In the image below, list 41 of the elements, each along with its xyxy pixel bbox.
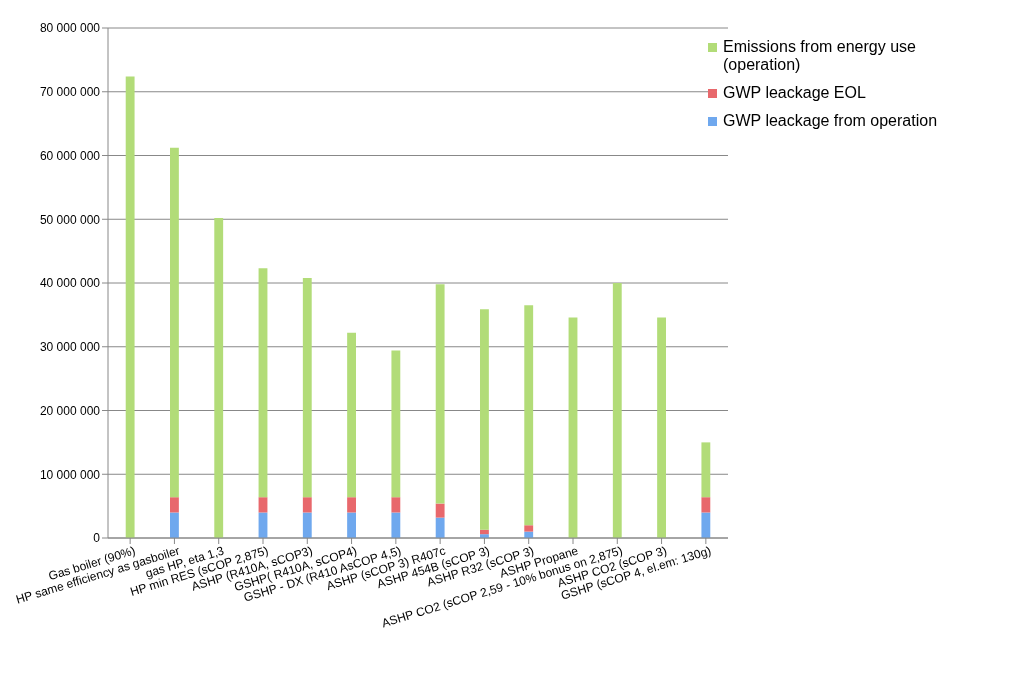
bar xyxy=(435,517,445,538)
bar xyxy=(302,277,312,498)
bar xyxy=(701,442,711,498)
bar xyxy=(170,497,179,513)
y-tick-label: 10 000 000 xyxy=(39,467,101,482)
bar xyxy=(391,497,401,513)
y-tick-label: 50 000 000 xyxy=(39,212,101,227)
y-tick-label: 40 000 000 xyxy=(39,276,101,291)
bar xyxy=(302,512,312,538)
bar xyxy=(391,512,401,538)
bar xyxy=(435,284,445,504)
bar xyxy=(568,317,578,538)
bar xyxy=(435,503,445,518)
bar xyxy=(214,217,224,538)
bar xyxy=(302,497,312,513)
bar xyxy=(701,497,711,513)
bar xyxy=(480,529,489,535)
bar xyxy=(258,497,268,513)
bar xyxy=(701,512,711,538)
bar xyxy=(170,512,179,538)
bar xyxy=(657,317,666,538)
y-tick-label: 70 000 000 xyxy=(39,85,101,100)
bar xyxy=(480,309,489,530)
bar xyxy=(258,268,268,498)
legend-label: GWP leackage EOL xyxy=(723,84,866,102)
bar xyxy=(347,332,356,498)
bar xyxy=(170,147,179,498)
y-tick-label: 30 000 000 xyxy=(39,340,101,355)
bar xyxy=(612,283,622,538)
y-tick-label: 80 000 000 xyxy=(39,21,101,36)
legend-label: GWP leackage from operation xyxy=(723,112,938,130)
bar xyxy=(125,76,135,538)
bar xyxy=(524,525,534,532)
y-tick-label: 60 000 000 xyxy=(39,148,101,163)
bar xyxy=(347,497,356,513)
bar xyxy=(391,350,401,498)
y-tick-label: 20 000 000 xyxy=(39,403,101,418)
bar xyxy=(347,512,356,538)
y-tick-label: 0 xyxy=(93,531,101,546)
bar xyxy=(524,305,534,526)
legend-label: Emissions from energy use (operation) xyxy=(723,38,917,74)
